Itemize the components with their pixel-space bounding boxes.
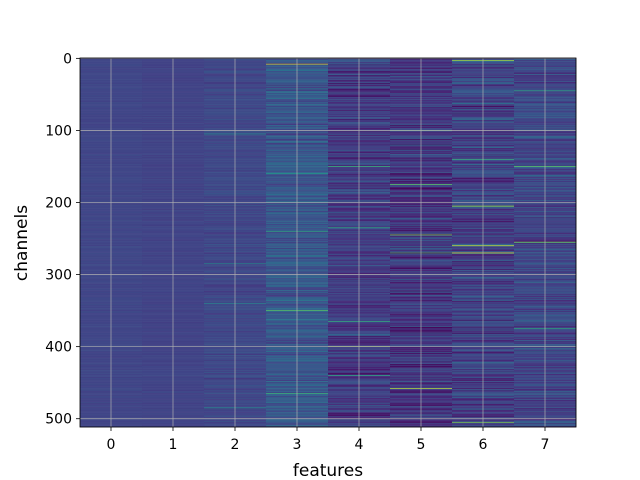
plot-frame [79,57,577,428]
x-tick-label: 3 [293,437,302,453]
heatmap-cells [80,58,577,428]
x-tick-label: 5 [417,437,426,453]
y-tick-label: 400 [45,340,72,356]
y-tick-label: 0 [63,51,72,67]
y-axis-label: channels [12,205,32,281]
x-axis-label: features [293,461,363,480]
y-tick-label: 100 [45,123,72,139]
y-axis-ticks: 0 100 200 300 400 500 [45,51,80,428]
x-tick-label: 7 [541,437,550,453]
x-tick-label: 2 [231,437,240,453]
x-tick-label: 6 [479,437,488,453]
x-tick-label: 4 [355,437,364,453]
x-tick-label: 1 [169,437,178,453]
x-tick-label: 0 [107,437,116,453]
x-axis-ticks: 0 1 2 3 4 5 6 7 [107,427,550,453]
y-tick-label: 200 [45,196,72,212]
grid-lines [80,57,576,427]
y-tick-label: 300 [45,268,72,284]
y-tick-label: 500 [45,412,72,428]
